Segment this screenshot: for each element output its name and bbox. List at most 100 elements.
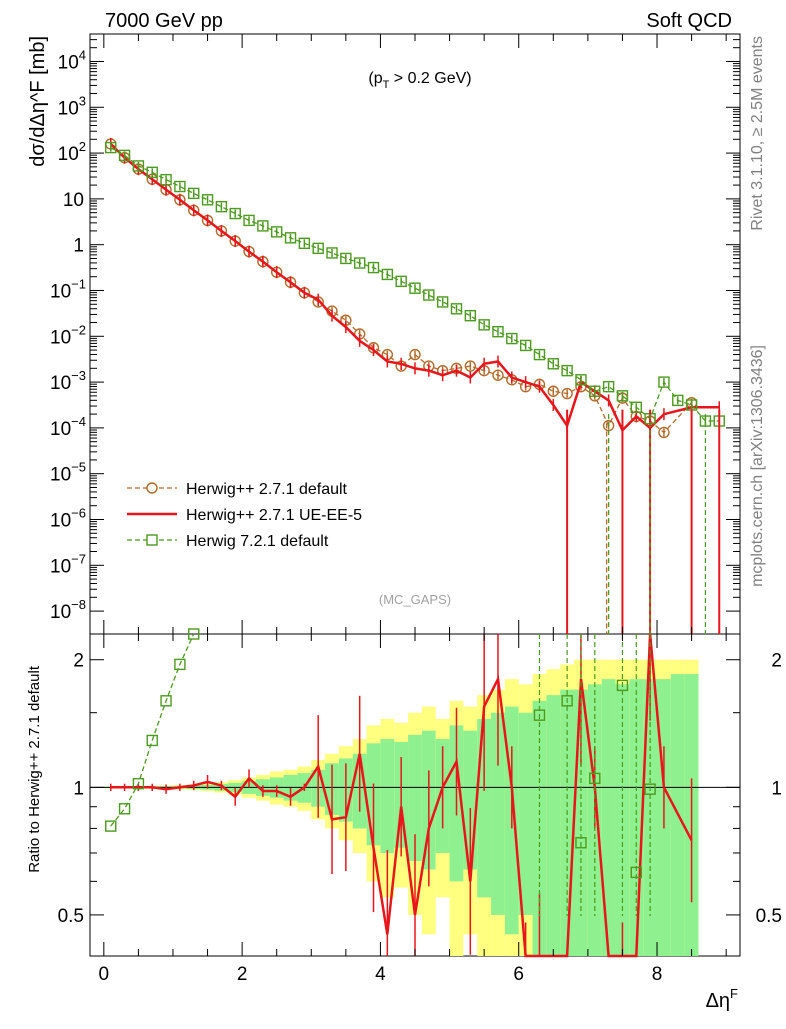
y-tick-base: 10: [50, 281, 71, 302]
legend-marker-circle: [146, 482, 158, 494]
series-line-0: [110, 143, 693, 434]
ratio-point-square: [533, 709, 546, 721]
ratio-plot-series: [105, 628, 693, 958]
series-point-square: [367, 261, 380, 274]
cut-label-sub: T: [383, 79, 390, 91]
series-point-square: [492, 326, 504, 338]
series-point-square: [602, 380, 615, 393]
y-tick-base: 10: [50, 602, 71, 623]
series-point-square: [257, 220, 269, 232]
series-point-square: [589, 385, 601, 397]
main-plot-series: [105, 137, 725, 634]
ratio-y-tick-label: 1: [73, 778, 84, 799]
series-point-square: [381, 268, 394, 281]
y-tick-exponent: −7: [71, 551, 86, 566]
x-tick-label: 8: [652, 964, 663, 985]
y-tick-exponent: −3: [71, 368, 86, 383]
series-point-square: [423, 289, 435, 301]
y-tick-label: 10−7: [50, 551, 86, 577]
y-tick-exponent: −4: [71, 414, 86, 429]
ratio-point-square: [132, 777, 145, 790]
series-point-square: [672, 394, 684, 407]
cut-label-post: > 0.2 GeV): [389, 70, 471, 87]
series-point-circle: [658, 426, 670, 439]
series-point-square: [436, 296, 449, 308]
ratio-point-square: [105, 820, 117, 832]
legend-marker-square: [146, 534, 158, 546]
series-point-square: [132, 160, 145, 172]
y-tick-base: 10: [50, 556, 71, 577]
y-tick-label: 10−1: [50, 276, 86, 302]
ratio-point-square: [561, 695, 573, 707]
ratio-band-inner: [380, 739, 395, 853]
ratio-point-square: [616, 679, 629, 692]
series-point-circle: [561, 387, 573, 400]
series-point-square: [561, 364, 573, 377]
series-point-square: [160, 173, 172, 186]
series-point-square: [575, 374, 587, 386]
rivet-label: Rivet 3.1.10, ≥ 2.5M events: [749, 36, 766, 231]
series-point-square: [146, 166, 158, 179]
y-tick-exponent: 4: [79, 47, 86, 62]
legend-label: Herwig++ 2.7.1 default: [186, 481, 348, 498]
ratio-band-inner: [518, 712, 533, 915]
series-point-circle: [464, 360, 477, 372]
series-point-square: [630, 401, 642, 413]
x-tick-label: 4: [375, 964, 386, 985]
y-tick-label: 10−6: [50, 505, 86, 531]
ratio-y-tick-label: 0.5: [58, 906, 84, 927]
ratio-y-tick-label-right: 1: [771, 778, 782, 799]
main-axes: 10410310210110−110−210−310−410−510−610−7…: [50, 34, 740, 634]
series-point-square: [353, 257, 366, 269]
series-point-square: [326, 247, 338, 259]
series-point-square: [395, 275, 407, 288]
x-tick-label: 0: [99, 964, 110, 985]
y-tick-label: 10−5: [50, 460, 86, 486]
y-tick-exponent: 2: [79, 139, 86, 154]
series-point-square: [229, 207, 241, 220]
series-point-square: [201, 194, 214, 206]
header-right: Soft QCD: [646, 10, 732, 32]
series-point-square: [658, 376, 670, 388]
ratio-point-square: [644, 783, 656, 795]
series-point-square: [174, 180, 186, 193]
series-point-square: [409, 282, 421, 294]
y-tick-exponent: −1: [71, 276, 86, 291]
ratio-band-inner: [601, 679, 616, 956]
x-tick-label: 6: [513, 964, 524, 985]
y-tick-base: 10: [50, 373, 71, 394]
series-point-square: [616, 390, 629, 402]
legend-label: Herwig 7.2.1 default: [186, 533, 329, 550]
series-point-circle: [409, 348, 421, 361]
ratio-line-red: [110, 633, 693, 958]
y-tick-label: 103: [58, 93, 86, 119]
ratio-point-square: [118, 803, 131, 815]
ratio-y-tick-label: 2: [73, 651, 84, 672]
ratio-point-square: [589, 772, 601, 785]
y-tick-exponent: −2: [71, 322, 86, 337]
y-tick-base: 10: [50, 465, 71, 486]
cut-label: (pT > 0.2 GeV): [368, 70, 471, 91]
y-tick-exponent: 3: [79, 93, 86, 108]
y-tick-base: 10: [58, 144, 79, 165]
series-point-square: [105, 141, 117, 154]
ratio-band-inner: [408, 734, 422, 862]
y-tick-base: 10: [50, 327, 71, 348]
series-point-circle: [492, 369, 504, 381]
series-point-square: [478, 319, 490, 331]
x-tick-label: 2: [237, 964, 248, 985]
y-tick-label: 102: [58, 139, 86, 165]
ratio-band-inner: [491, 712, 505, 915]
ratio-point-square: [160, 695, 172, 707]
ratio-y-tick-label-right: 0.5: [756, 906, 782, 927]
y-tick-label: 10−3: [50, 368, 86, 394]
ratio-band-inner: [546, 695, 561, 956]
legend: Herwig++ 2.7.1 default Herwig++ 2.7.1 UE-…: [127, 481, 362, 550]
y-tick-base: 10: [58, 98, 79, 119]
header-left: 7000 GeV pp: [105, 10, 223, 32]
ratio-axes: 0 2 4 6 8 0.5 0.5 1 1 2 2: [58, 634, 782, 985]
ratio-point-square: [174, 658, 186, 671]
series-point-square: [243, 214, 255, 227]
